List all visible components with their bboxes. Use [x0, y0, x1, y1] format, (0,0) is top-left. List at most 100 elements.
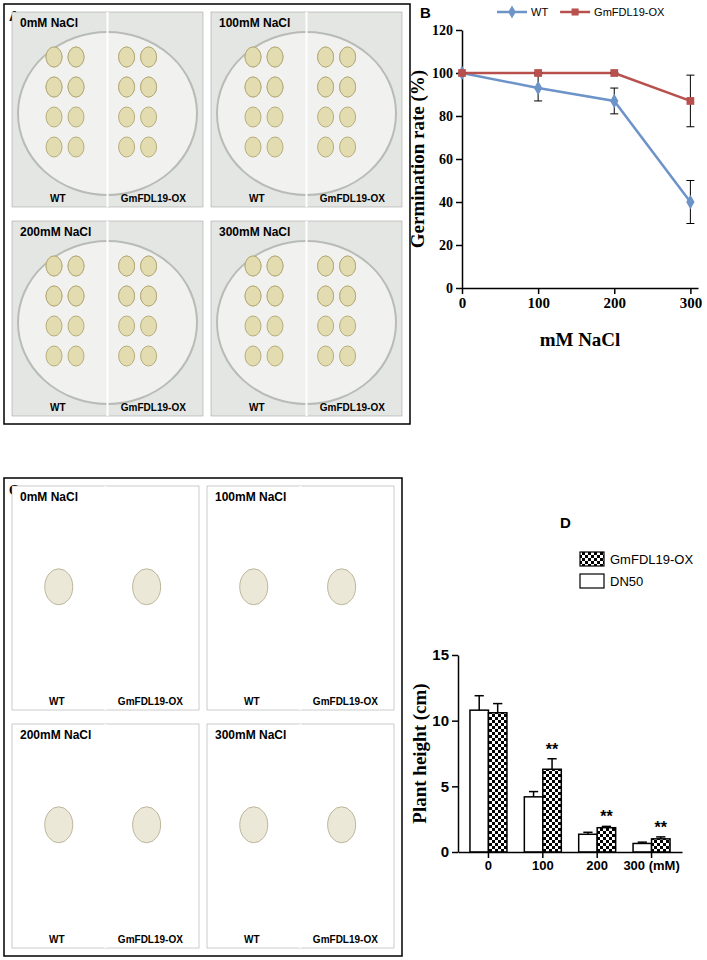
error-cap	[583, 832, 592, 834]
seed	[340, 316, 356, 336]
tick: 5	[441, 778, 458, 795]
bar	[597, 828, 615, 852]
tick: 0	[446, 281, 462, 296]
tick: 0	[441, 843, 458, 860]
seed	[141, 256, 157, 276]
seed	[68, 107, 84, 127]
chart: 0100200300020406080100120BmM NaClGermina…	[407, 4, 702, 350]
photo-area	[211, 221, 402, 416]
axis: 020406080100120	[432, 23, 463, 296]
photo-area	[12, 724, 199, 948]
seed	[245, 107, 261, 127]
photo-divider	[306, 221, 308, 416]
photo-title: 300mM NaCl	[219, 225, 290, 239]
photo-label: GmFDL19-OX	[118, 934, 183, 945]
legend: WTGmFDL19-OX	[497, 5, 665, 18]
photo-divider	[105, 486, 107, 710]
tick-label: 0	[485, 858, 492, 873]
seed	[46, 286, 62, 306]
seed	[245, 77, 261, 97]
tick-mark	[456, 202, 462, 204]
photo-label: WT	[249, 193, 265, 204]
photo-label: GmFDL19-OX	[118, 696, 183, 707]
tick: 300 (mM)	[623, 852, 679, 873]
seed	[141, 286, 157, 306]
legend-swatch	[580, 574, 604, 588]
tick-label: 0	[441, 843, 449, 860]
tick-label: 0	[446, 281, 453, 296]
tick: 200	[604, 288, 627, 311]
error-stem	[533, 792, 535, 797]
tick-label: 15	[432, 646, 449, 663]
tick: 200	[586, 852, 608, 873]
tick-label: 100	[527, 295, 550, 311]
x-axis-title: mM NaCl	[540, 329, 621, 350]
photo-label: WT	[249, 402, 265, 413]
error-cap	[610, 88, 618, 89]
axis: 0 5 10 15	[432, 646, 458, 860]
tick: 0	[459, 288, 467, 311]
bar	[543, 769, 561, 852]
marker	[458, 69, 466, 77]
seed	[68, 286, 84, 306]
seed	[68, 137, 84, 157]
photo-divider	[306, 12, 308, 207]
seed	[267, 107, 283, 127]
seed	[267, 316, 283, 336]
panel-label: B	[420, 4, 431, 21]
tick: 20	[439, 238, 462, 253]
photo: 200mM NaClWTGmFDL19-OX	[12, 221, 203, 416]
legend-item: GmFDL19-OX	[580, 552, 693, 567]
error-stem	[497, 704, 499, 713]
photo-divider	[300, 486, 302, 710]
tick: 80	[439, 109, 462, 124]
seed	[340, 256, 356, 276]
photo-label: WT	[49, 696, 65, 707]
photo-title: 100mM NaCl	[219, 16, 290, 30]
seed	[340, 137, 356, 157]
axis-line	[458, 656, 460, 853]
seed	[318, 77, 334, 97]
tick-mark	[456, 288, 462, 290]
photo-area	[12, 12, 203, 207]
photo-panel: C0mM NaClWTGmFDL19-OX100mM NaClWTGmFDL19…	[4, 478, 402, 956]
seed	[245, 77, 261, 97]
marker	[687, 97, 695, 105]
error-bar	[686, 181, 694, 224]
tick-label: 60	[439, 152, 453, 167]
series-line	[462, 73, 690, 101]
seed	[245, 47, 261, 67]
bar	[488, 713, 506, 852]
error-cap	[656, 836, 665, 838]
error-bar	[534, 75, 542, 101]
photo-title: 0mM NaCl	[20, 490, 78, 504]
photo-area	[207, 486, 394, 710]
tick-label: 100	[432, 66, 453, 81]
error-cap	[686, 180, 694, 181]
seed	[141, 256, 157, 276]
bar	[524, 797, 542, 852]
seed	[119, 77, 135, 97]
photo-title: 100mM NaCl	[215, 490, 286, 504]
tick: 100	[432, 66, 462, 81]
error-cap	[686, 223, 694, 224]
seed	[68, 256, 84, 276]
seed	[318, 107, 334, 127]
photo-divider	[107, 221, 109, 416]
legend-marker	[508, 5, 516, 18]
seed	[318, 346, 334, 366]
seed	[340, 346, 356, 366]
seed	[340, 107, 356, 127]
tick: 15	[432, 646, 458, 663]
error-stem	[478, 696, 480, 710]
photo: 0mM NaCl WT GmFDL19-OX	[12, 486, 199, 710]
error-cap	[602, 826, 611, 828]
seed	[240, 569, 268, 605]
error-bar	[656, 837, 665, 839]
error-bar	[602, 826, 611, 827]
tick-label: 10	[432, 712, 449, 729]
seed	[328, 569, 356, 605]
seed	[318, 256, 334, 276]
tick-mark	[614, 288, 616, 294]
error-cap	[610, 113, 618, 114]
